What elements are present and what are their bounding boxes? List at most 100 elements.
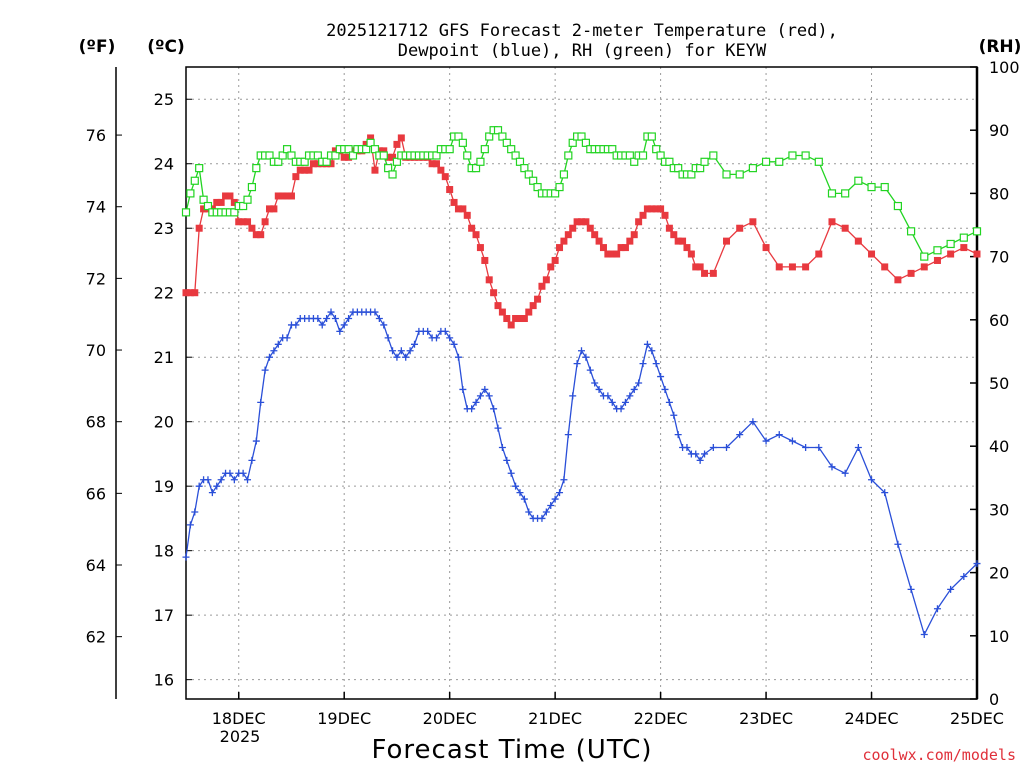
data-point	[485, 392, 493, 400]
rh-tick-label: 10	[989, 627, 1009, 646]
data-point	[657, 205, 665, 213]
data-point	[428, 160, 436, 168]
data-point	[775, 431, 783, 439]
data-point	[608, 398, 616, 406]
data-point	[815, 443, 823, 451]
data-point	[933, 256, 941, 264]
data-point	[933, 246, 942, 255]
x-tick-label: 19DEC	[317, 709, 371, 728]
data-point	[498, 132, 507, 141]
data-point	[556, 489, 564, 497]
data-point	[762, 437, 770, 445]
data-point	[512, 315, 520, 323]
data-point	[868, 476, 876, 484]
data-point	[578, 347, 585, 355]
data-point	[243, 195, 252, 204]
data-point	[305, 166, 313, 174]
data-point	[524, 170, 533, 179]
data-point	[564, 431, 572, 439]
fahrenheit-tick-label: 74	[86, 198, 106, 217]
data-point	[578, 218, 585, 226]
data-point	[973, 250, 981, 258]
data-point	[208, 489, 216, 497]
data-point	[252, 164, 261, 173]
data-point	[560, 237, 568, 245]
data-point	[639, 211, 647, 219]
data-point	[525, 508, 533, 516]
data-point	[960, 572, 968, 580]
x-axis-title: Forecast Time (UTC)	[371, 735, 652, 765]
data-point	[370, 145, 380, 154]
data-point	[815, 250, 823, 258]
data-point	[270, 205, 278, 213]
data-point	[480, 145, 489, 154]
data-point	[204, 476, 212, 484]
data-point	[182, 553, 190, 561]
data-point	[490, 289, 498, 297]
data-point	[827, 189, 837, 198]
data-point	[920, 252, 929, 261]
data-point	[450, 340, 458, 348]
data-point	[278, 151, 287, 160]
data-point	[191, 508, 199, 516]
data-point	[696, 263, 704, 271]
data-point	[301, 166, 309, 174]
data-point	[375, 147, 383, 155]
data-point	[701, 269, 709, 277]
data-point	[599, 244, 607, 252]
data-point	[476, 244, 484, 252]
data-point	[556, 244, 564, 252]
chart-title-line1: 2025121712 GFS Forecast 2-meter Temperat…	[326, 21, 838, 41]
data-point	[472, 231, 480, 239]
data-point	[626, 237, 634, 245]
data-point	[582, 353, 590, 361]
data-point	[393, 140, 401, 148]
data-point	[459, 385, 467, 393]
data-point	[397, 134, 405, 142]
data-point	[881, 489, 889, 497]
data-point	[446, 186, 454, 194]
fahrenheit-tick-label: 66	[86, 484, 106, 503]
data-point	[894, 540, 902, 548]
data-point	[709, 269, 717, 277]
data-point	[498, 443, 506, 451]
data-point	[235, 218, 243, 226]
data-point	[503, 315, 511, 323]
data-point	[828, 218, 836, 226]
data-point	[604, 392, 612, 400]
x-tick-label: 20DEC	[423, 709, 477, 728]
data-point	[700, 157, 709, 166]
data-point	[471, 164, 481, 173]
x-tick-label: 22DEC	[634, 709, 688, 728]
data-point	[854, 237, 862, 245]
data-point	[481, 256, 489, 264]
fahrenheit-tick-label: 68	[86, 413, 106, 432]
data-point	[485, 132, 494, 141]
data-point	[371, 166, 379, 174]
data-point	[283, 334, 291, 342]
rh-tick-label: 40	[989, 437, 1009, 456]
data-point	[648, 205, 656, 213]
data-point	[828, 463, 836, 471]
data-point	[841, 189, 850, 198]
data-point	[648, 347, 656, 355]
data-point	[402, 353, 410, 361]
data-point	[586, 366, 594, 374]
celsius-tick-label: 22	[154, 284, 174, 303]
data-point	[340, 321, 348, 329]
data-point	[265, 353, 273, 361]
data-point	[322, 157, 331, 166]
data-point	[643, 205, 651, 213]
data-point	[582, 218, 590, 226]
data-point	[665, 398, 673, 406]
x-tick-label: 25DEC	[950, 709, 1004, 728]
data-point	[569, 224, 577, 232]
data-point	[630, 385, 638, 393]
data-point	[692, 450, 700, 458]
data-point	[239, 201, 248, 211]
data-point	[626, 392, 634, 400]
data-point	[670, 231, 678, 239]
data-point	[748, 164, 757, 173]
data-point	[468, 405, 476, 413]
data-point	[248, 456, 256, 464]
